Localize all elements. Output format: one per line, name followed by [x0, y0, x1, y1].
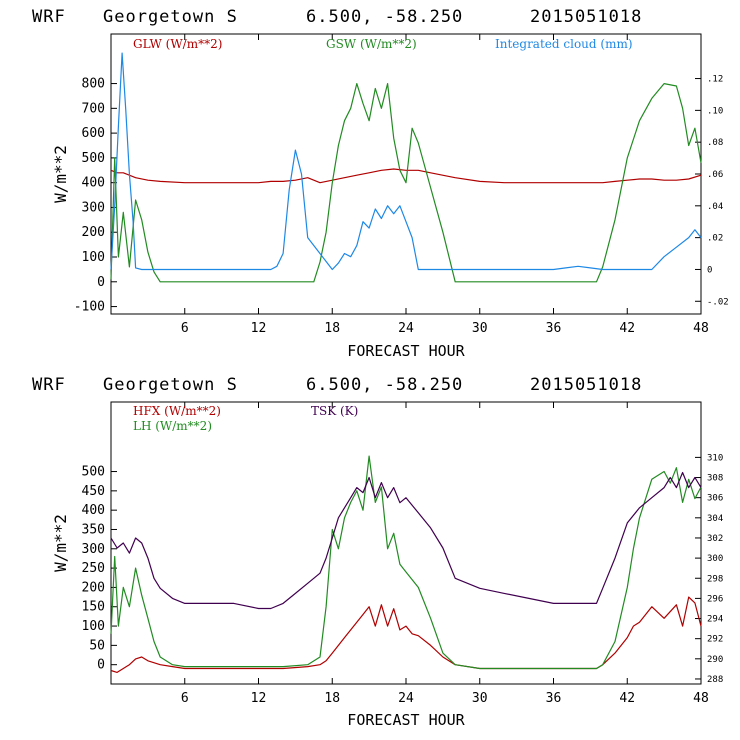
y-left-tick-label: 500 — [82, 465, 105, 480]
y-left-tick-label: 0 — [97, 658, 105, 673]
y-right-tick-label: 310 — [707, 453, 723, 463]
y-left-tick-label: 250 — [82, 561, 105, 576]
y-left-tick-label: 150 — [82, 600, 105, 615]
series-line-gsw — [110, 82, 702, 283]
y-left-tick-label: 450 — [82, 484, 105, 499]
x-tick-label: 6 — [181, 321, 189, 336]
y-right-tick-label: .10 — [707, 106, 723, 116]
y-left-tick-label: 0 — [97, 275, 105, 290]
x-tick-label: 12 — [251, 691, 267, 706]
series-line-lh — [110, 455, 702, 670]
x-tick-label: 12 — [251, 321, 267, 336]
y-right-tick-label: 292 — [707, 635, 723, 645]
y-right-tick-label: .04 — [707, 202, 723, 212]
y-right-tick-label: .08 — [707, 138, 723, 148]
series-line-glw — [110, 168, 702, 184]
header-coords: 6.500, -58.250 — [306, 7, 463, 27]
y-right-tick-label: 290 — [707, 655, 723, 665]
y-left-tick-label: 700 — [82, 101, 105, 116]
x-tick-label: 48 — [693, 321, 709, 336]
x-tick-label: 36 — [546, 321, 562, 336]
y-right-tick-label: 296 — [707, 594, 723, 604]
y-right-tick-label: .06 — [707, 170, 723, 180]
x-tick-label: 36 — [546, 691, 562, 706]
header-run: 2015051018 — [530, 7, 642, 27]
header-location: Georgetown S — [103, 375, 238, 395]
y-left-tick-label: -100 — [74, 300, 105, 315]
y-left-tick-label: 50 — [89, 638, 105, 653]
y-left-tick-label: 100 — [82, 250, 105, 265]
y-left-tick-label: 300 — [82, 200, 105, 215]
legend-entry: LH (W/m**2) — [133, 419, 212, 433]
legend-entry: GSW (W/m**2) — [326, 37, 417, 51]
header-run: 2015051018 — [530, 375, 642, 395]
y-left-tick-label: 300 — [82, 542, 105, 557]
chart-bottom: WRF Georgetown S 6.500, -58.250 2015051018 0… — [32, 375, 723, 729]
y-left-tick-label: 200 — [82, 225, 105, 240]
x-tick-label: 48 — [693, 691, 709, 706]
y-right-tick-label: 302 — [707, 534, 723, 544]
y-right-tick-label: -.02 — [707, 297, 729, 307]
y-left-tick-label: 100 — [82, 619, 105, 634]
y-left-tick-label: 350 — [82, 522, 105, 537]
x-tick-label: 18 — [324, 321, 340, 336]
x-tick-label: 24 — [398, 691, 414, 706]
series-line-tsk — [110, 471, 702, 610]
plot-frame — [110, 401, 702, 685]
y-right-tick-label: 306 — [707, 494, 723, 504]
y-right-tick-label: 0 — [707, 265, 712, 275]
y-left-tick-label: 400 — [82, 176, 105, 191]
x-tick-label: 42 — [619, 691, 635, 706]
y-right-tick-label: .02 — [707, 234, 723, 244]
y-left-tick-label: 600 — [82, 126, 105, 141]
header-location: Georgetown S — [103, 7, 238, 27]
y-right-tick-label: 304 — [707, 514, 723, 524]
y-left-tick-label: 800 — [82, 77, 105, 92]
y-right-tick-label: 300 — [707, 554, 723, 564]
y-left-tick-label: 200 — [82, 580, 105, 595]
x-tick-label: 6 — [181, 691, 189, 706]
x-tick-label: 18 — [324, 691, 340, 706]
plot-frame — [110, 33, 702, 315]
x-tick-label: 30 — [472, 691, 488, 706]
legend-entry: GLW (W/m**2) — [133, 37, 222, 51]
x-tick-label: 30 — [472, 321, 488, 336]
legend-entry: TSK (K) — [311, 404, 358, 418]
x-tick-label: 42 — [619, 321, 635, 336]
y-right-tick-label: 288 — [707, 675, 723, 685]
y-right-tick-label: 294 — [707, 615, 723, 625]
series-line-integrated — [110, 52, 702, 271]
chart-top: WRF Georgetown S 6.500, -58.250 2015051018 -… — [32, 7, 729, 360]
x-axis-label: FORECAST HOUR — [347, 342, 465, 360]
y-axis-label: W/m**2 — [51, 514, 70, 572]
x-axis-label: FORECAST HOUR — [347, 711, 465, 729]
y-left-tick-label: 500 — [82, 151, 105, 166]
y-left-tick-label: 400 — [82, 503, 105, 518]
legend-entry: HFX (W/m**2) — [133, 404, 221, 418]
header-model: WRF — [32, 7, 66, 27]
y-axis-label: W/m**2 — [51, 145, 70, 203]
header-coords: 6.500, -58.250 — [306, 375, 463, 395]
y-right-tick-label: 308 — [707, 474, 723, 484]
series-line-hfx — [110, 596, 702, 674]
y-right-tick-label: 298 — [707, 574, 723, 584]
x-tick-label: 24 — [398, 321, 414, 336]
header-model: WRF — [32, 375, 66, 395]
legend-entry: Integrated cloud (mm) — [495, 37, 633, 51]
y-right-tick-label: .12 — [707, 75, 723, 85]
